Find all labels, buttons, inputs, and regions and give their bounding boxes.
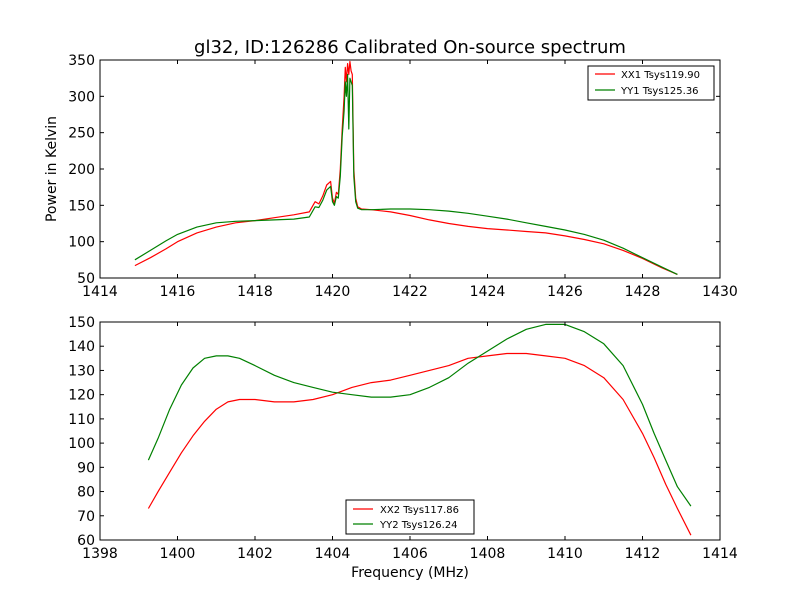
y-tick-label: 60 <box>77 533 95 549</box>
x-tick-label: 1426 <box>547 284 583 300</box>
series-line-red <box>134 60 678 275</box>
bottom-axes: 1398 1400 1402 1404 1406 1408 1410 1412 1414 60 70… <box>68 315 738 581</box>
legend-label-yy2: YY2 Tsys126.24 <box>379 520 458 531</box>
y-tick-label: 50 <box>77 271 95 287</box>
x-tick-label: 1398 <box>82 546 118 562</box>
series-line-red <box>147 352 692 536</box>
y-tick-label: 250 <box>68 126 95 142</box>
x-tick-label: 1406 <box>392 546 428 562</box>
x-tick-label: 1410 <box>547 546 583 562</box>
top-y-axis-label: Power in Kelvin <box>44 116 60 222</box>
series-line-green <box>147 323 692 507</box>
x-tick-label: 1422 <box>392 284 428 300</box>
y-tick-label: 70 <box>77 509 95 525</box>
bottom-plot-lines <box>147 323 692 536</box>
x-tick-label: 1424 <box>470 284 506 300</box>
x-tick-label: 1414 <box>82 284 118 300</box>
x-tick-label: 1428 <box>625 284 661 300</box>
x-tick-label: 1418 <box>237 284 273 300</box>
x-tick-label: 1420 <box>315 284 351 300</box>
top-legend-box <box>587 65 715 101</box>
top-legend: XX1 Tsys119.90 YY1 Tsys125.36 <box>587 65 715 101</box>
x-tick-label: 1402 <box>237 546 273 562</box>
bottom-legend-box <box>345 499 475 535</box>
legend-label-yy1: YY1 Tsys125.36 <box>620 86 699 97</box>
y-tick-label: 150 <box>68 198 95 214</box>
top-plot-lines <box>134 60 678 275</box>
x-tick-label: 1430 <box>702 284 738 300</box>
y-tick-label: 140 <box>68 339 95 355</box>
y-tick-label: 200 <box>68 162 95 178</box>
y-tick-label: 90 <box>77 460 95 476</box>
bottom-legend: XX2 Tsys117.86 YY2 Tsys126.24 <box>345 499 475 535</box>
top-axis-ticks: 1414 1416 1418 1420 1422 1424 1426 1428 1430 50 10… <box>68 53 738 300</box>
y-tick-label: 130 <box>68 363 95 379</box>
y-tick-label: 100 <box>68 436 95 452</box>
y-tick-label: 80 <box>77 485 95 501</box>
y-tick-label: 150 <box>68 315 95 331</box>
legend-label-xx1: XX1 Tsys119.90 <box>621 70 700 81</box>
x-tick-label: 1414 <box>702 546 738 562</box>
x-tick-label: 1408 <box>470 546 506 562</box>
y-tick-label: 300 <box>68 89 95 105</box>
figure-title: gl32, ID:126286 Calibrated On-source spe… <box>194 37 626 58</box>
legend-label-xx2: XX2 Tsys117.86 <box>380 505 459 516</box>
bottom-x-axis-label: Frequency (MHz) <box>351 565 469 581</box>
series-line-green <box>134 73 678 275</box>
x-tick-label: 1412 <box>625 546 661 562</box>
top-axes: 1414 1416 1418 1420 1422 1424 1426 1428 1430 50 10… <box>44 53 738 300</box>
y-tick-label: 100 <box>68 235 95 251</box>
y-tick-label: 350 <box>68 53 95 69</box>
x-tick-label: 1416 <box>160 284 196 300</box>
y-tick-label: 120 <box>68 388 95 404</box>
x-tick-label: 1400 <box>160 546 196 562</box>
x-tick-label: 1404 <box>315 546 351 562</box>
bottom-axis-ticks: 1398 1400 1402 1404 1406 1408 1410 1412 1414 60 70… <box>68 315 738 562</box>
y-tick-label: 110 <box>68 412 95 428</box>
